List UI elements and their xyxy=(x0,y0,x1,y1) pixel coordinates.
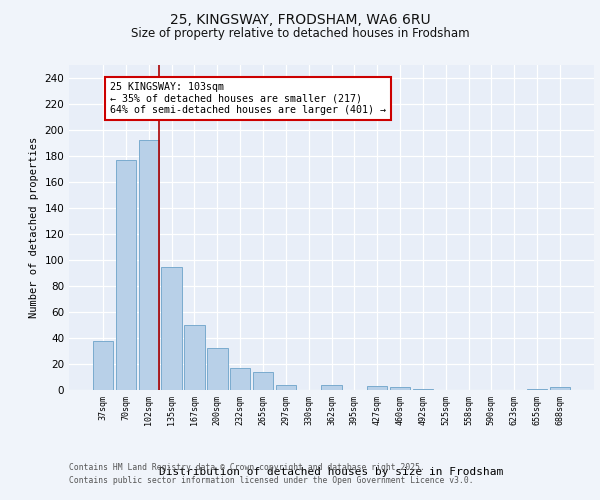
Text: 25 KINGSWAY: 103sqm
← 35% of detached houses are smaller (217)
64% of semi-detac: 25 KINGSWAY: 103sqm ← 35% of detached ho… xyxy=(110,82,386,115)
Bar xyxy=(275,385,296,390)
Bar xyxy=(139,140,159,390)
Text: Size of property relative to detached houses in Frodsham: Size of property relative to detached ho… xyxy=(131,28,469,40)
Bar xyxy=(207,348,227,390)
Text: Contains HM Land Registry data © Crown copyright and database right 2025.: Contains HM Land Registry data © Crown c… xyxy=(69,462,425,471)
Bar xyxy=(321,385,342,390)
Bar xyxy=(253,372,273,390)
Bar xyxy=(116,160,136,390)
Bar xyxy=(230,368,250,390)
Text: Contains public sector information licensed under the Open Government Licence v3: Contains public sector information licen… xyxy=(69,476,473,485)
Bar xyxy=(161,266,182,390)
Bar xyxy=(413,388,433,390)
Bar xyxy=(527,388,547,390)
Bar xyxy=(367,386,388,390)
Bar xyxy=(390,388,410,390)
Bar xyxy=(184,325,205,390)
Bar xyxy=(93,340,113,390)
Text: 25, KINGSWAY, FRODSHAM, WA6 6RU: 25, KINGSWAY, FRODSHAM, WA6 6RU xyxy=(170,12,430,26)
Bar xyxy=(550,388,570,390)
X-axis label: Distribution of detached houses by size in Frodsham: Distribution of detached houses by size … xyxy=(160,466,503,476)
Y-axis label: Number of detached properties: Number of detached properties xyxy=(29,137,39,318)
